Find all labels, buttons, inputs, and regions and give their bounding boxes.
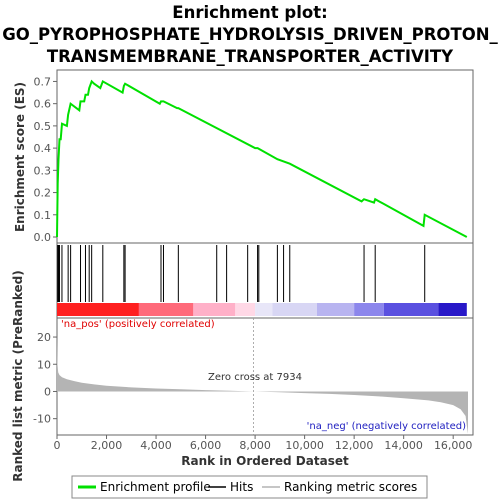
x-tick-label: 12,000 xyxy=(335,439,374,452)
title-line-1: Enrichment plot: xyxy=(172,3,327,22)
x-tick-label: 10,000 xyxy=(285,439,324,452)
legend-box xyxy=(71,475,428,499)
legend-item: Ranking metric scores xyxy=(262,480,417,494)
negative-correlation-label: 'na_neg' (negatively correlated) xyxy=(307,421,466,432)
heatbar-segment xyxy=(193,303,236,316)
x-tick-label: 0 xyxy=(54,439,61,452)
legend-item: Hits xyxy=(208,480,253,494)
x-axis-label: Rank in Ordered Dataset xyxy=(181,454,349,468)
metric-y-tick-label: 0 xyxy=(44,385,51,398)
heatbar-segment xyxy=(354,303,384,316)
heatbar-segment xyxy=(383,303,439,316)
heatbar-segment xyxy=(235,303,256,316)
es-y-tick-label: 0.6 xyxy=(34,98,52,111)
es-y-tick-label: 0.2 xyxy=(34,187,52,200)
es-y-tick-label: 0.5 xyxy=(34,120,52,133)
heatbar-segment xyxy=(438,303,467,316)
es-y-tick-label: 0.0 xyxy=(34,231,52,244)
metric-y-tick-label: 20 xyxy=(37,331,51,344)
es-y-tick-label: 0.4 xyxy=(34,142,52,155)
ranking-heatbar xyxy=(57,303,467,316)
x-tick-label: 2,000 xyxy=(91,439,123,452)
metric-panel-frame xyxy=(56,317,474,436)
es-panel-frame xyxy=(56,69,474,244)
heatbar-segment xyxy=(138,303,194,316)
legend-label: Ranking metric scores xyxy=(284,480,417,494)
es-y-axis-label: Enrichment score (ES) xyxy=(13,82,27,232)
enrichment-score-panel: 0.0 0.1 0.2 0.3 0.4 0.5 0.6 0.7 xyxy=(34,69,474,244)
metric-y-tick-label: -10 xyxy=(33,413,51,426)
metric-y-axis: -10 0 10 20 xyxy=(33,331,57,426)
hits-panel xyxy=(56,242,474,319)
title-line-3: TRANSMEMBRANE_TRANSPORTER_ACTIVITY xyxy=(47,47,454,66)
positive-correlation-label: 'na_pos' (positively correlated) xyxy=(61,319,215,330)
heatbar-segment xyxy=(255,303,273,316)
heatbar-segment xyxy=(317,303,355,316)
x-tick-label: 6,000 xyxy=(190,439,222,452)
es-y-tick-label: 0.3 xyxy=(34,164,52,177)
x-tick-label: 4,000 xyxy=(140,439,172,452)
heatbar-segment xyxy=(272,303,317,316)
metric-y-axis-label: Ranked list metric (PreRanked) xyxy=(11,270,25,482)
x-tick-label: 8,000 xyxy=(239,439,271,452)
x-tick-label: 14,000 xyxy=(384,439,423,452)
hit-markers xyxy=(57,245,426,302)
metric-x-axis: 0 2,000 4,000 6,000 8,000 10,000 12,000 14,000 1… xyxy=(54,435,473,452)
enrichment-profile-line xyxy=(56,79,468,238)
zero-cross-label: Zero cross at 7934 xyxy=(208,372,302,383)
metric-y-tick-label: 10 xyxy=(37,358,51,371)
legend-label: Enrichment profile xyxy=(100,480,211,494)
legend: Enrichment profile Hits Ranking metric sco… xyxy=(71,475,428,499)
legend-item: Enrichment profile xyxy=(78,480,211,494)
es-y-tick-label: 0.7 xyxy=(34,75,52,88)
x-tick-label: 16,000 xyxy=(434,439,473,452)
legend-label: Hits xyxy=(230,480,253,494)
es-y-tick-label: 0.1 xyxy=(34,209,52,222)
es-y-axis: 0.0 0.1 0.2 0.3 0.4 0.5 0.6 0.7 xyxy=(34,75,57,244)
title-line-2: GO_PYROPHOSPHATE_HYDROLYSIS_DRIVEN_PROTO… xyxy=(2,25,498,44)
